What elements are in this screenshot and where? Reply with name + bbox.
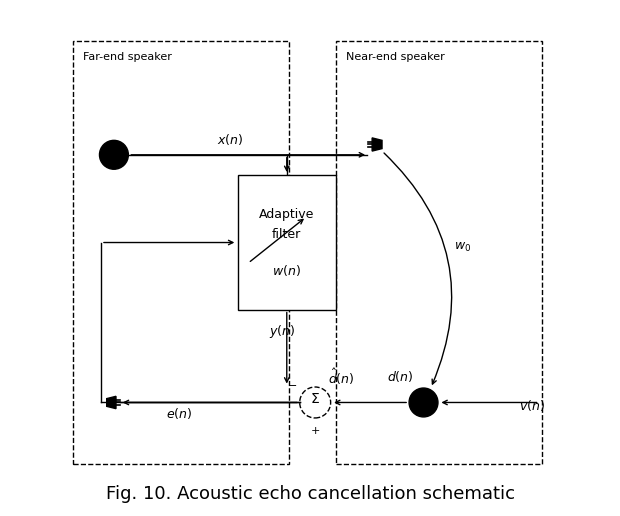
Text: $x(n)$: $x(n)$ <box>217 132 244 147</box>
Text: Far-end speaker: Far-end speaker <box>83 52 172 61</box>
Text: $-$: $-$ <box>287 379 297 390</box>
Circle shape <box>409 388 438 417</box>
Text: Near-end speaker: Near-end speaker <box>346 52 445 61</box>
Text: $w_0$: $w_0$ <box>454 241 471 254</box>
Text: $\hat{d}(n)$: $\hat{d}(n)$ <box>328 367 355 387</box>
Circle shape <box>99 140 128 169</box>
Text: $y(n)$: $y(n)$ <box>268 322 295 340</box>
Bar <box>237 175 336 310</box>
Bar <box>73 41 290 464</box>
Text: filter: filter <box>272 228 301 241</box>
Polygon shape <box>372 138 382 151</box>
Bar <box>336 41 542 464</box>
Polygon shape <box>107 396 116 409</box>
Text: Adaptive: Adaptive <box>259 207 314 221</box>
Text: $w(n)$: $w(n)$ <box>272 263 301 279</box>
FancyArrowPatch shape <box>384 153 452 384</box>
Text: Fig. 10. Acoustic echo cancellation schematic: Fig. 10. Acoustic echo cancellation sche… <box>105 485 515 503</box>
Text: $\Sigma$: $\Sigma$ <box>310 392 320 407</box>
Text: $d(n)$: $d(n)$ <box>387 369 413 384</box>
Text: $e(n)$: $e(n)$ <box>166 406 192 421</box>
Text: $v(n)$: $v(n)$ <box>519 397 545 413</box>
Text: $+$: $+$ <box>310 425 321 437</box>
